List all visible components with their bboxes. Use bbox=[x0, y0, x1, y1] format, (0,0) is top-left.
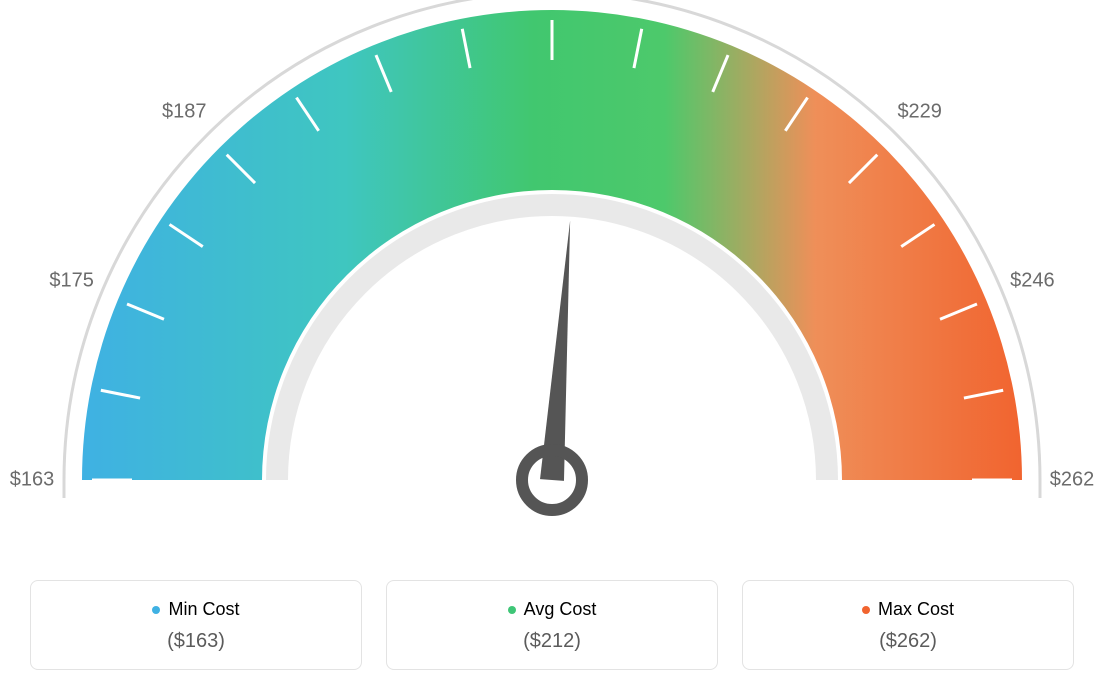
gauge-tick-label: $246 bbox=[1010, 270, 1055, 293]
avg-cost-card: Avg Cost ($212) bbox=[386, 580, 718, 670]
gauge-tick-label: $262 bbox=[1050, 469, 1095, 492]
min-dot-icon bbox=[152, 606, 160, 614]
summary-cards: Min Cost ($163) Avg Cost ($212) Max Cost… bbox=[30, 580, 1074, 670]
gauge-tick-label: $229 bbox=[897, 101, 942, 124]
max-cost-label: Max Cost bbox=[862, 599, 954, 620]
min-cost-label-text: Min Cost bbox=[168, 599, 239, 620]
gauge-tick-label: $163 bbox=[10, 469, 55, 492]
min-cost-label: Min Cost bbox=[152, 599, 239, 620]
gauge: $163$175$187$212$229$246$262 bbox=[0, 0, 1104, 560]
avg-dot-icon bbox=[508, 606, 516, 614]
max-cost-card: Max Cost ($262) bbox=[742, 580, 1074, 670]
max-cost-label-text: Max Cost bbox=[878, 599, 954, 620]
gauge-svg bbox=[0, 0, 1104, 560]
avg-cost-label-text: Avg Cost bbox=[524, 599, 597, 620]
max-dot-icon bbox=[862, 606, 870, 614]
min-cost-card: Min Cost ($163) bbox=[30, 580, 362, 670]
min-cost-value: ($163) bbox=[41, 630, 351, 653]
gauge-tick-label: $187 bbox=[162, 101, 207, 124]
gauge-chart-container: $163$175$187$212$229$246$262 Min Cost ($… bbox=[0, 0, 1104, 690]
avg-cost-value: ($212) bbox=[397, 630, 707, 653]
gauge-tick-label: $175 bbox=[49, 270, 94, 293]
avg-cost-label: Avg Cost bbox=[508, 599, 597, 620]
max-cost-value: ($262) bbox=[753, 630, 1063, 653]
